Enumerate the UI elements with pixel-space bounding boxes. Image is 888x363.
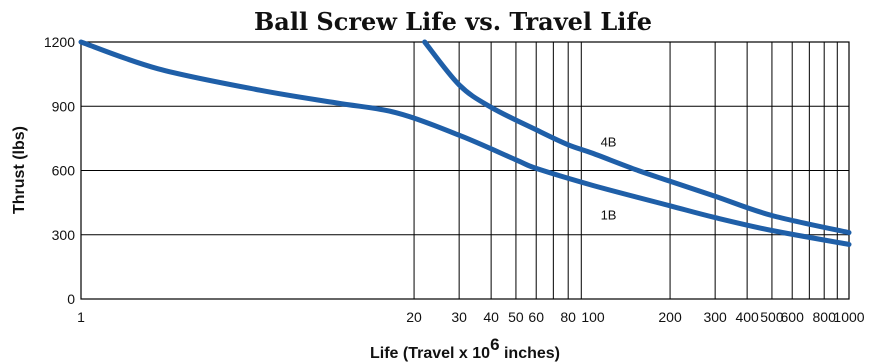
series-4b-curve [422, 39, 852, 236]
x-tick-label: 500 [760, 309, 784, 325]
x-tick-label: 50 [508, 309, 524, 325]
x-tick-label: 200 [658, 309, 682, 325]
x-tick-label: 60 [528, 309, 544, 325]
x-axis-label-tail: inches) [500, 345, 560, 362]
x-tick-label: 80 [560, 309, 576, 325]
y-tick-label: 300 [52, 227, 76, 243]
y-axis-label: Thrust (lbs) [11, 126, 28, 214]
y-tick-label: 1200 [44, 34, 75, 50]
plot-frame [80, 41, 850, 300]
x-tick-label: 1000 [833, 309, 864, 325]
series-labels: 1B 4B [601, 134, 617, 222]
y-tick-labels: 0 300 600 900 1200 [44, 34, 75, 307]
chart-title: Ball Screw Life vs. Travel Life [254, 7, 652, 36]
x-tick-label: 1 [77, 309, 85, 325]
series-curves [78, 39, 852, 247]
x-tick-label: 600 [781, 309, 805, 325]
x-tick-label: 800 [813, 309, 837, 325]
x-axis-label-exponent: 6 [490, 335, 499, 354]
x-axis-label: Life (Travel x 106 inches) [370, 335, 560, 362]
y-tick-label: 600 [52, 163, 76, 179]
x-tick-label: 30 [451, 309, 467, 325]
gridlines [81, 42, 849, 299]
series-label-1b: 1B [601, 208, 617, 223]
x-tick-label: 40 [483, 309, 499, 325]
x-tick-label: 300 [703, 309, 727, 325]
series-1b-curve [78, 39, 852, 247]
x-axis-label-main: Life (Travel x 10 [370, 345, 490, 362]
x-tick-label: 400 [735, 309, 759, 325]
x-tick-label: 20 [406, 309, 422, 325]
y-tick-label: 900 [52, 98, 76, 114]
x-tick-label: 100 [581, 309, 605, 325]
series-label-4b: 4B [601, 134, 617, 149]
y-tick-label: 0 [67, 291, 75, 307]
